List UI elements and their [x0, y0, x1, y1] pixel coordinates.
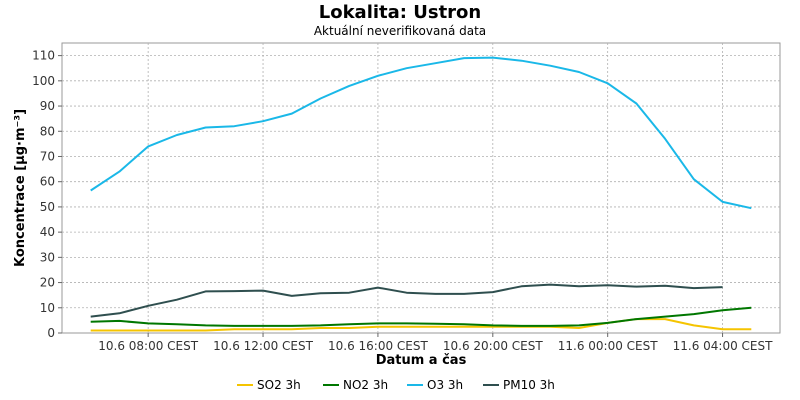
- legend-label: SO2 3h: [257, 378, 301, 392]
- legend-label: NO2 3h: [343, 378, 388, 392]
- x-axis-ticks: 10.6 08:00 CEST 10.6 12:00 CEST 10.6 16:00…: [98, 333, 773, 353]
- x-tick-label: 11.6 00:00 CEST: [558, 339, 659, 353]
- legend-item-so2-3h: SO2 3h: [237, 378, 301, 392]
- series-line-o3-3h: [90, 56, 752, 210]
- legend-label: PM10 3h: [503, 378, 555, 392]
- y-tick-label: 90: [40, 99, 55, 113]
- y-tick-label: 10: [40, 301, 55, 315]
- y-tick-label: 0: [47, 326, 55, 340]
- series-line-pm10-3h: [90, 283, 723, 318]
- y-tick-label: 110: [32, 49, 55, 63]
- y-tick-label: 80: [40, 124, 55, 138]
- y-tick-label: 70: [40, 149, 55, 163]
- x-tick-label: 11.6 04:00 CEST: [673, 339, 774, 353]
- legend-item-pm10-3h: PM10 3h: [483, 378, 555, 392]
- y-axis-ticks: 0 10 20 30 40 50 60 70 80 90 100 110: [32, 49, 62, 340]
- legend: SO2 3h NO2 3h O3 3h PM10 3h: [237, 378, 555, 392]
- chart-subtitle: Aktuální neverifikovaná data: [314, 24, 486, 38]
- x-tick-label: 10.6 12:00 CEST: [213, 339, 314, 353]
- legend-item-o3-3h: O3 3h: [407, 378, 463, 392]
- legend-item-no2-3h: NO2 3h: [323, 378, 388, 392]
- x-tick-label: 10.6 16:00 CEST: [328, 339, 429, 353]
- y-tick-label: 30: [40, 250, 55, 264]
- plot-area: [61, 42, 781, 334]
- y-axis-label: Koncentrace [µg·m⁻³]: [13, 109, 28, 267]
- x-tick-label: 10.6 08:00 CEST: [98, 339, 199, 353]
- x-tick-label: 10.6 20:00 CEST: [443, 339, 544, 353]
- x-axis-label: Datum a čas: [376, 353, 467, 368]
- series-line-no2-3h: [90, 306, 752, 327]
- legend-label: O3 3h: [427, 378, 463, 392]
- y-tick-label: 60: [40, 175, 55, 189]
- grid-lines: [62, 43, 780, 333]
- chart-title: Lokalita: Ustron: [319, 2, 482, 23]
- series-lines: [90, 56, 752, 332]
- y-tick-label: 40: [40, 225, 55, 239]
- y-tick-label: 20: [40, 276, 55, 290]
- y-tick-label: 50: [40, 200, 55, 214]
- y-tick-label: 100: [32, 74, 55, 88]
